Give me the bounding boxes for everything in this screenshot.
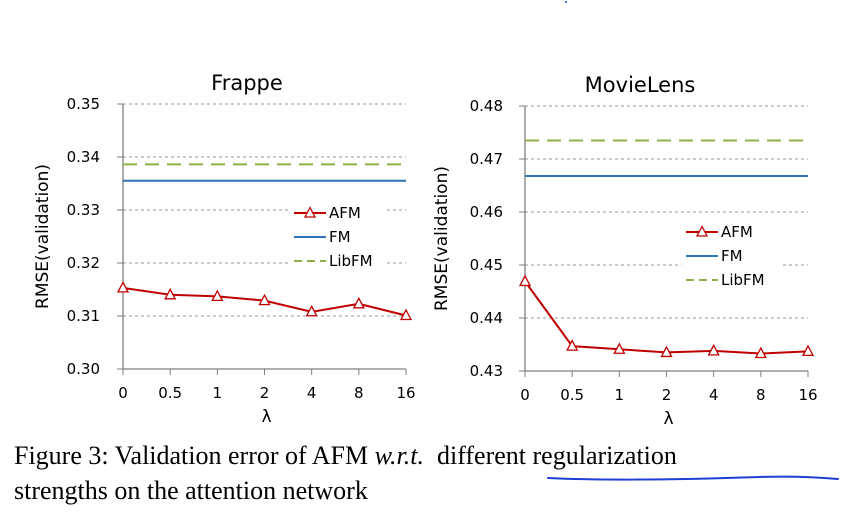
- data-point-afm: [801, 344, 815, 357]
- x-tick-label: 2: [260, 384, 270, 402]
- data-point-afm: [258, 293, 271, 306]
- legend-label-fm: FM: [721, 247, 743, 265]
- x-tick-label: 16: [396, 384, 415, 402]
- chart-movielens: MovieLens 0.48 0.47 0.46 0.45 0.44 0.43 0 0.5 1 2 4…: [432, 73, 818, 429]
- x-tick-label: 0: [118, 384, 128, 402]
- y-tick-label: 0.34: [67, 148, 100, 166]
- chart-title: Frappe: [211, 71, 283, 95]
- data-point-afm: [164, 287, 177, 300]
- x-tick-label: 0.5: [560, 386, 584, 404]
- data-point-afm: [116, 281, 130, 293]
- y-tick-label: 0.46: [470, 203, 503, 221]
- x-tick-label: 0: [520, 386, 530, 404]
- y-tick-label: 0.45: [470, 256, 503, 274]
- legend-label-libfm: LibFM: [329, 252, 373, 270]
- x-tick-label: 8: [354, 384, 364, 402]
- x-tick-label: 4: [709, 386, 719, 404]
- legend-marker-afm: [695, 225, 709, 237]
- x-tick-label: 4: [307, 384, 317, 402]
- y-tick-label: 0.48: [470, 97, 503, 115]
- legend-label-afm: AFM: [329, 204, 361, 222]
- legend-label-libfm: LibFM: [721, 271, 765, 289]
- data-point-afm: [707, 343, 720, 356]
- legend: AFM FM LibFM: [681, 219, 781, 293]
- data-point-afm: [305, 304, 318, 317]
- data-point-afm: [352, 296, 365, 309]
- x-tick-label: 1: [615, 386, 625, 404]
- data-point-afm: [660, 345, 673, 358]
- x-tick-label: 2: [662, 386, 672, 404]
- y-tick-label: 0.30: [67, 360, 100, 378]
- legend-marker-afm: [303, 206, 317, 218]
- y-tick-label: 0.35: [67, 95, 100, 113]
- y-tick-label: 0.43: [470, 362, 503, 380]
- caption-underlined-text: different regularization: [436, 441, 677, 470]
- y-axis-label: RMSE(validation): [33, 164, 53, 309]
- series-afm: [116, 281, 413, 321]
- data-point-afm: [566, 339, 579, 351]
- y-tick-label: 0.33: [67, 201, 100, 219]
- figure-canvas: Frappe 0.35 0.34 0.33 0.32 0.31 0.30 0 0.5 1 2 4 8 16…: [33, 71, 818, 429]
- chart-title: MovieLens: [585, 73, 696, 97]
- x-axis-label: λ: [261, 407, 271, 427]
- x-tick-label: 16: [798, 386, 817, 404]
- data-point-afm: [613, 342, 626, 354]
- caption-prefix: Figure 3: Validation error of AFM: [14, 441, 375, 470]
- y-axis-label: RMSE(validation): [432, 166, 452, 311]
- legend-label-fm: FM: [329, 228, 351, 246]
- x-tick-label: 0.5: [158, 384, 182, 402]
- y-tick-label: 0.32: [67, 254, 100, 272]
- data-point-afm: [211, 289, 224, 302]
- chart-frappe: Frappe 0.35 0.34 0.33 0.32 0.31 0.30 0 0.5 1 2 4 8 16…: [33, 71, 416, 427]
- data-point-afm: [518, 274, 532, 287]
- caption-wrt: w.r.t.: [374, 441, 424, 470]
- data-point-afm: [754, 346, 767, 359]
- x-tick-label: 8: [756, 386, 766, 404]
- legend: AFM FM LibFM: [289, 200, 385, 274]
- caption-line2: strengths on the attention network: [14, 476, 368, 505]
- y-tick-label: 0.47: [470, 150, 503, 168]
- y-tick-label: 0.44: [470, 309, 503, 327]
- series-afm: [518, 274, 815, 359]
- x-tick-label: 1: [213, 384, 223, 402]
- legend-label-afm: AFM: [721, 223, 753, 241]
- x-axis-label: λ: [663, 409, 673, 429]
- y-tick-label: 0.31: [67, 307, 100, 325]
- data-point-afm: [399, 308, 413, 321]
- figure-caption: Figure 3: Validation error of AFM w.r.t.…: [14, 438, 836, 508]
